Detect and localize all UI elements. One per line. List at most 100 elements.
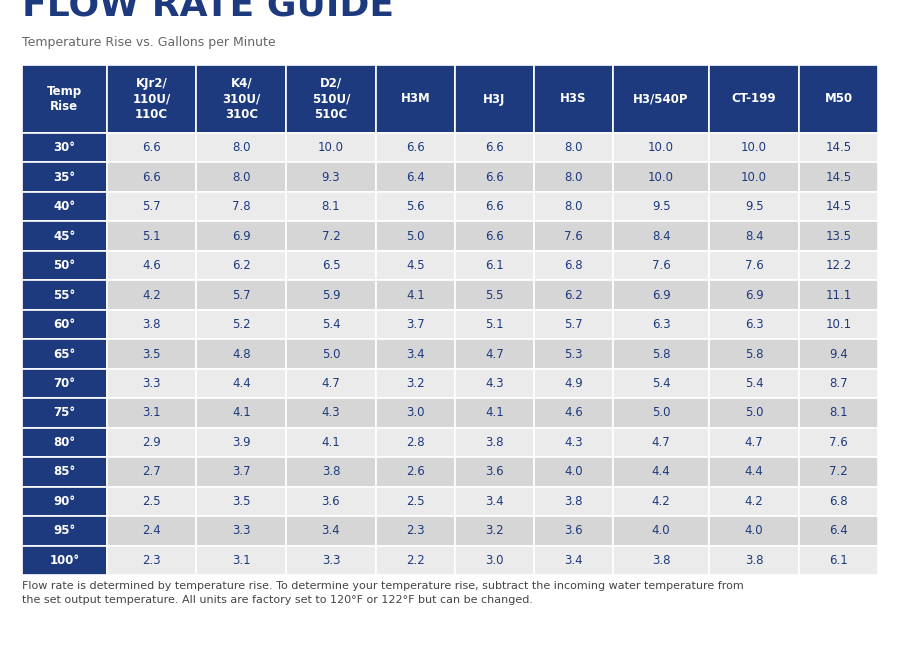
Bar	[286, 398, 376, 428]
Bar	[22, 65, 107, 133]
Bar	[196, 192, 286, 221]
Bar	[376, 428, 454, 457]
Bar	[799, 133, 878, 162]
Text: 6.3: 6.3	[745, 318, 763, 331]
Text: 3.0: 3.0	[485, 554, 504, 567]
Text: 6.3: 6.3	[652, 318, 670, 331]
Bar	[709, 545, 799, 575]
Text: 80°: 80°	[53, 436, 76, 449]
Text: 4.1: 4.1	[406, 289, 425, 302]
Bar	[613, 369, 709, 398]
Bar	[107, 221, 196, 251]
Text: 5.7: 5.7	[232, 289, 250, 302]
Text: 65°: 65°	[53, 347, 76, 360]
Bar	[376, 280, 454, 310]
Bar	[709, 457, 799, 487]
Bar	[286, 457, 376, 487]
Bar	[799, 369, 878, 398]
Text: 3.3: 3.3	[321, 554, 340, 567]
Text: 9.5: 9.5	[745, 200, 763, 213]
Text: 4.9: 4.9	[564, 377, 583, 390]
Bar	[107, 428, 196, 457]
Text: 6.1: 6.1	[485, 259, 504, 272]
Text: 6.6: 6.6	[142, 171, 161, 184]
Text: 3.7: 3.7	[232, 465, 250, 478]
Bar	[107, 339, 196, 369]
Text: 55°: 55°	[53, 289, 76, 302]
Text: 7.2: 7.2	[321, 230, 340, 243]
Bar	[534, 192, 613, 221]
Text: 10.0: 10.0	[741, 171, 767, 184]
Bar	[376, 398, 454, 428]
Bar	[286, 339, 376, 369]
Text: 4.5: 4.5	[406, 259, 425, 272]
Bar	[107, 133, 196, 162]
Bar	[534, 428, 613, 457]
Text: 6.6: 6.6	[485, 230, 504, 243]
Text: 5.9: 5.9	[321, 289, 340, 302]
Text: 2.5: 2.5	[406, 495, 425, 508]
Bar	[454, 221, 534, 251]
Bar	[376, 487, 454, 516]
Text: 7.6: 7.6	[829, 436, 848, 449]
Text: 14.5: 14.5	[825, 171, 851, 184]
Text: 2.2: 2.2	[406, 554, 425, 567]
Bar	[534, 369, 613, 398]
Text: 6.8: 6.8	[564, 259, 582, 272]
Text: 2.8: 2.8	[406, 436, 425, 449]
Bar	[613, 310, 709, 339]
Text: 3.5: 3.5	[232, 495, 250, 508]
Bar	[286, 65, 376, 133]
Bar	[799, 162, 878, 192]
Text: 10.0: 10.0	[648, 171, 674, 184]
Text: H3M: H3M	[400, 93, 430, 105]
Bar	[22, 339, 107, 369]
Bar	[534, 516, 613, 545]
Text: 12.2: 12.2	[825, 259, 851, 272]
Bar	[709, 487, 799, 516]
Text: 8.7: 8.7	[829, 377, 848, 390]
Bar	[709, 221, 799, 251]
Text: 8.0: 8.0	[564, 141, 582, 154]
Bar	[376, 516, 454, 545]
Bar	[709, 251, 799, 280]
Text: D2/
510U/
510C: D2/ 510U/ 510C	[311, 77, 350, 121]
Bar	[534, 280, 613, 310]
Bar	[454, 487, 534, 516]
Text: 5.1: 5.1	[485, 318, 504, 331]
Text: 3.3: 3.3	[142, 377, 161, 390]
Bar	[799, 545, 878, 575]
Text: Flow rate is determined by temperature rise. To determine your temperature rise,: Flow rate is determined by temperature r…	[22, 581, 743, 605]
Text: H3S: H3S	[560, 93, 587, 105]
Text: 6.6: 6.6	[485, 141, 504, 154]
Bar	[799, 457, 878, 487]
Text: 14.5: 14.5	[825, 200, 851, 213]
Text: K4/
310U/
310C: K4/ 310U/ 310C	[222, 77, 260, 121]
Text: 10.0: 10.0	[318, 141, 344, 154]
Text: H3J: H3J	[483, 93, 506, 105]
Bar	[613, 339, 709, 369]
Bar	[107, 457, 196, 487]
Bar	[454, 280, 534, 310]
Bar	[286, 545, 376, 575]
Text: 3.6: 3.6	[485, 465, 504, 478]
Bar	[709, 369, 799, 398]
Text: 6.9: 6.9	[745, 289, 763, 302]
Text: 90°: 90°	[53, 495, 76, 508]
Text: 3.1: 3.1	[142, 406, 161, 419]
Text: 4.2: 4.2	[745, 495, 763, 508]
Bar	[709, 192, 799, 221]
Bar	[22, 221, 107, 251]
Bar	[286, 310, 376, 339]
Bar	[22, 280, 107, 310]
Bar	[286, 369, 376, 398]
Bar	[799, 65, 878, 133]
Text: 5.6: 5.6	[406, 200, 425, 213]
Bar	[196, 310, 286, 339]
Bar	[22, 457, 107, 487]
Text: 5.8: 5.8	[745, 347, 763, 360]
Bar	[534, 339, 613, 369]
Text: 4.6: 4.6	[564, 406, 583, 419]
Bar	[376, 339, 454, 369]
Bar	[613, 280, 709, 310]
